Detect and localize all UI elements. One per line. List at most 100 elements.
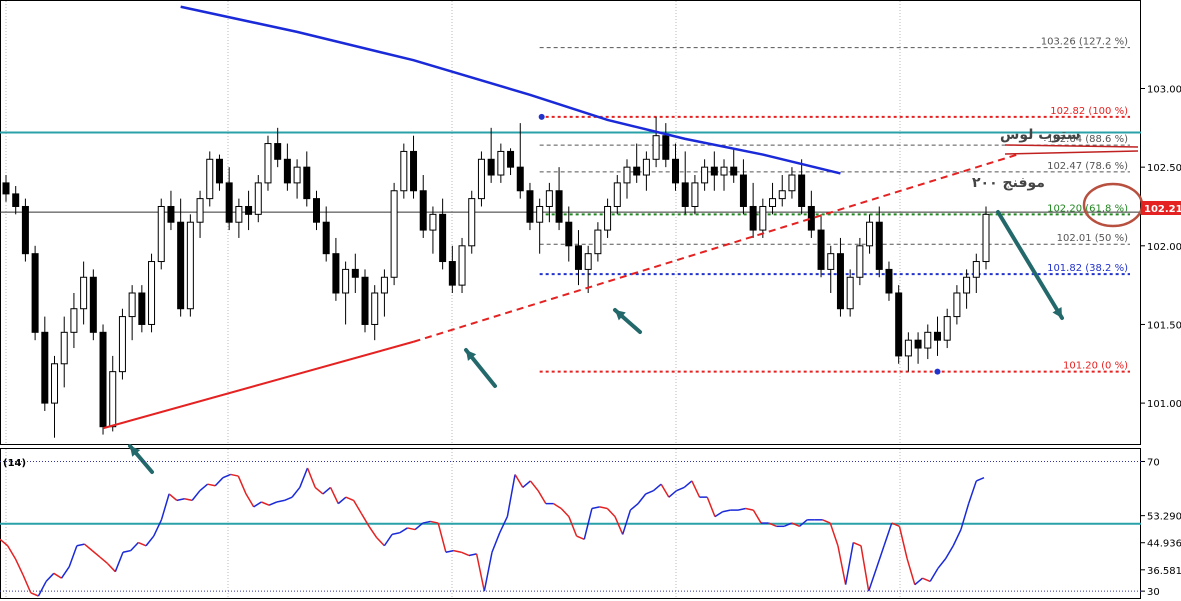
osc-segment (207, 483, 216, 487)
candle-body (681, 182, 689, 207)
osc-segment (91, 550, 101, 558)
fib-level-label: 103.26 (127.2 %) (1041, 37, 1128, 48)
fib-level-label: 102.64 (88.6 %) (1047, 134, 1128, 145)
osc-segment (829, 522, 839, 546)
candle-body (604, 205, 612, 231)
osc-segment (860, 545, 870, 592)
candle-body (361, 276, 369, 325)
osc-segment (237, 475, 247, 495)
stop-loss-annotation: ستوب لوس (1000, 127, 1081, 143)
osc-segment (522, 480, 531, 488)
osc-segment (645, 489, 654, 495)
candle-body (866, 221, 874, 247)
candle-body (778, 190, 786, 200)
candle-body (623, 166, 631, 184)
osc-segment (752, 509, 762, 524)
osc-segment (468, 553, 477, 557)
osc-segment (683, 480, 693, 488)
osc-segment (399, 527, 408, 534)
candle-body (904, 339, 912, 357)
osc-segment (906, 558, 916, 585)
fib-level-label: 102.47 (78.6 %) (1047, 161, 1128, 172)
osc-segment (230, 473, 239, 477)
candle-body (895, 292, 903, 357)
osc-segment (837, 545, 847, 585)
osc-segment (576, 535, 585, 540)
osc-segment (122, 549, 131, 553)
osc-segment (606, 507, 616, 518)
candle-body (439, 213, 447, 263)
osc-segment (306, 467, 316, 488)
osc-segment (967, 480, 978, 504)
osc-segment (875, 545, 885, 569)
osc-segment (430, 520, 439, 524)
osc-segment (22, 574, 32, 594)
osc-segment (453, 549, 462, 553)
osc-segment (591, 506, 600, 510)
osc-segment (637, 493, 647, 505)
candle-body (759, 205, 767, 231)
candle-body (875, 221, 883, 270)
osc-segment (214, 477, 224, 487)
osc-segment (537, 490, 547, 505)
candle-body (12, 193, 20, 207)
current-price-label: 102.214 (1144, 204, 1181, 215)
osc-segment (168, 493, 178, 501)
candle-body (429, 213, 437, 231)
candle-body (51, 363, 59, 404)
candle-body (2, 182, 10, 195)
fib-level-label: 101.20 (0 %) (1063, 361, 1128, 372)
candle-body (99, 331, 107, 428)
candle-body (933, 331, 941, 341)
candle-body (574, 245, 582, 270)
price-frame (0, 0, 1141, 445)
osc-segment (914, 577, 923, 586)
candle-body (701, 166, 709, 184)
osc-segment (329, 487, 339, 504)
osc-segment (337, 496, 347, 505)
osc-segment (891, 522, 900, 528)
candle-body (545, 190, 553, 207)
candle-body (730, 166, 738, 176)
candle-body (526, 190, 534, 223)
candle-body (400, 150, 408, 192)
osc-segment (261, 501, 270, 506)
price-tick-label: 102.000 (1147, 242, 1181, 253)
osc-segment (138, 541, 147, 547)
osc-segment (7, 545, 17, 560)
fib-level-label: 102.20 (61.8 %) (1047, 203, 1128, 214)
candle-body (332, 253, 340, 294)
fib-level-label: 102.01 (50 %) (1057, 233, 1128, 244)
price-axis: 103.000 102.500 102.000 101.500 101.000 (1141, 85, 1181, 410)
candle-body (516, 166, 524, 192)
price-tick-label: 103.000 (1147, 85, 1181, 96)
candle-body (118, 316, 126, 373)
candle-body (924, 331, 932, 349)
osc-tick-label: 30 (1147, 587, 1160, 598)
candle-body (312, 198, 320, 223)
osc-segment (599, 506, 608, 510)
candle-body (448, 261, 456, 286)
osc-segment (706, 496, 716, 517)
candle-body (953, 292, 961, 318)
candle-body (351, 268, 359, 278)
osc-segment (560, 507, 570, 518)
osc-segment (30, 592, 39, 597)
candle-body (652, 135, 660, 160)
osc-segment (898, 526, 908, 559)
candle-body (943, 316, 951, 341)
osc-segment (114, 551, 124, 572)
osc-segment (937, 558, 947, 569)
candle-body (691, 182, 699, 207)
candle-body (468, 198, 476, 247)
ma-annotation: موفنج ٢٠٠ (972, 175, 1045, 191)
candle-body (798, 174, 806, 207)
osc-segment (107, 563, 116, 573)
osc-tick-label: 70 (1147, 457, 1160, 468)
osc-segment (553, 502, 562, 510)
candle-body (148, 261, 156, 325)
osc-segment (391, 532, 400, 536)
candle-body (89, 276, 97, 333)
stop-loss-line (1004, 150, 1139, 155)
